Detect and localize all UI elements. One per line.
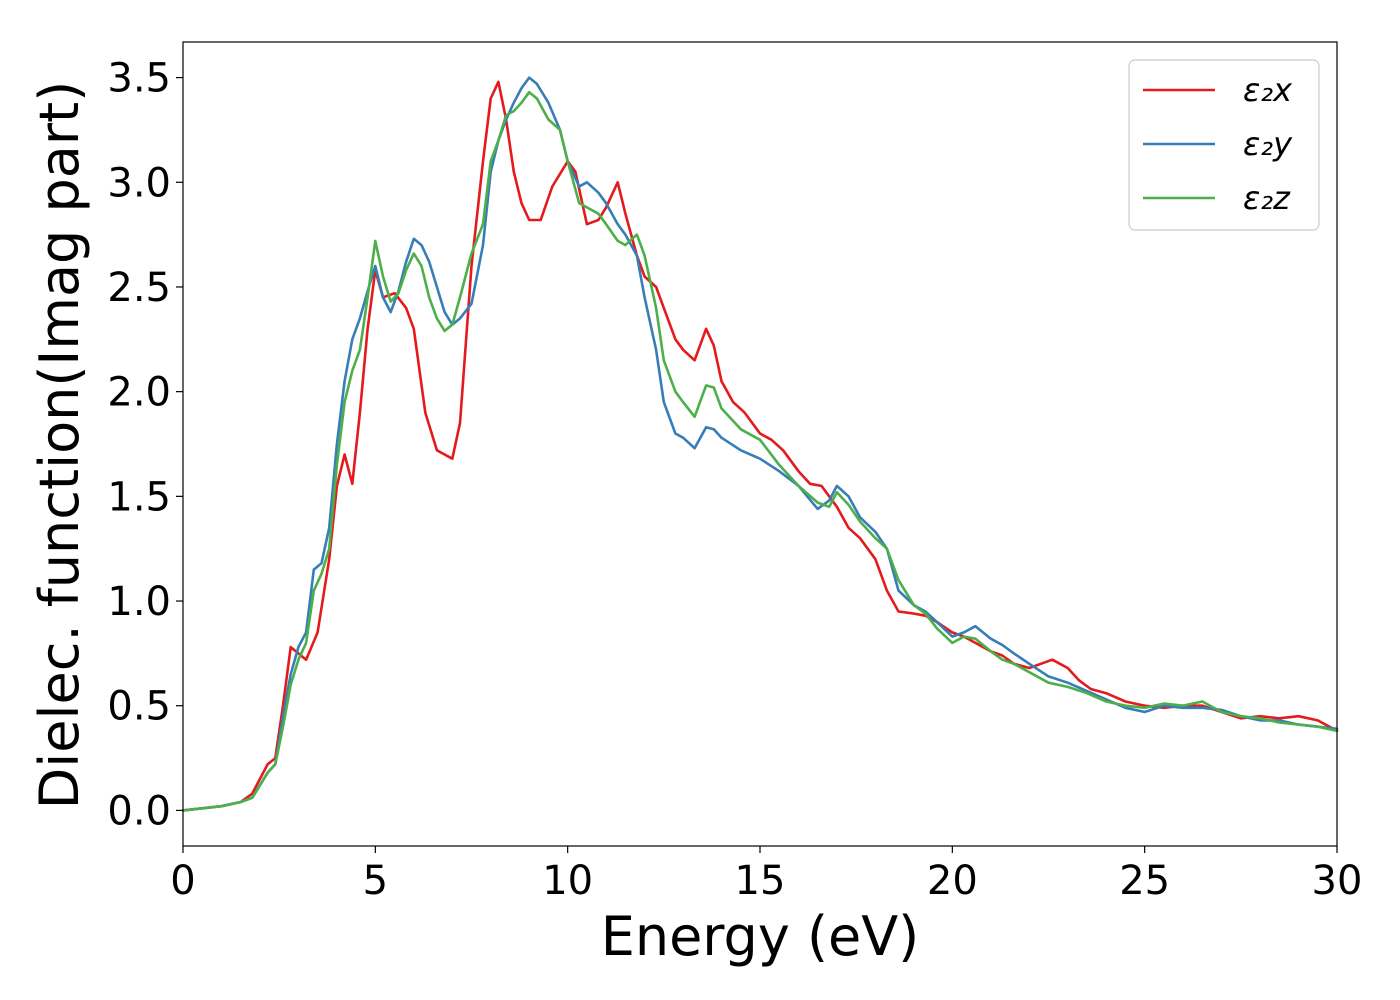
y-tick-label: 0.5 bbox=[107, 684, 171, 730]
x-tick-label: 25 bbox=[1119, 858, 1170, 904]
legend-label-3: ε₂z bbox=[1243, 179, 1291, 217]
x-tick-label: 15 bbox=[735, 858, 786, 904]
y-tick-label: 2.0 bbox=[107, 370, 171, 416]
x-axis-label: Energy (eV) bbox=[601, 905, 920, 968]
legend-frame bbox=[1128, 59, 1320, 231]
x-tick-label: 30 bbox=[1312, 858, 1363, 904]
y-tick-label: 3.0 bbox=[107, 160, 171, 206]
legend: ε₂x ε₂y ε₂z bbox=[1128, 59, 1320, 231]
x-tick-label: 5 bbox=[363, 858, 388, 904]
series-line-3 bbox=[181, 90, 1339, 812]
x-tick-label: 0 bbox=[170, 858, 195, 904]
y-tick-label: 3.5 bbox=[107, 56, 171, 102]
series-line-1 bbox=[181, 80, 1339, 812]
y-tick-label: 0.0 bbox=[107, 788, 171, 834]
y-tick-label: 1.0 bbox=[107, 579, 171, 625]
series-line-2 bbox=[181, 76, 1339, 812]
x-tick-label: 20 bbox=[927, 858, 978, 904]
legend-items: ε₂x ε₂y ε₂z bbox=[1143, 71, 1293, 217]
series-layer bbox=[181, 76, 1339, 812]
y-tick-label: 2.5 bbox=[107, 265, 171, 311]
legend-label-1: ε₂x bbox=[1243, 71, 1293, 109]
x-axis-ticks: 0 5 10 15 20 25 30 bbox=[170, 846, 1362, 904]
legend-label-2: ε₂y bbox=[1243, 125, 1293, 163]
y-axis-ticks: 0.0 0.5 1.0 1.5 2.0 2.5 3.0 3.5 bbox=[107, 56, 183, 834]
y-axis-label: Dielec. function(Imag part) bbox=[28, 81, 91, 810]
x-tick-label: 10 bbox=[542, 858, 593, 904]
y-tick-label: 1.5 bbox=[107, 474, 171, 520]
